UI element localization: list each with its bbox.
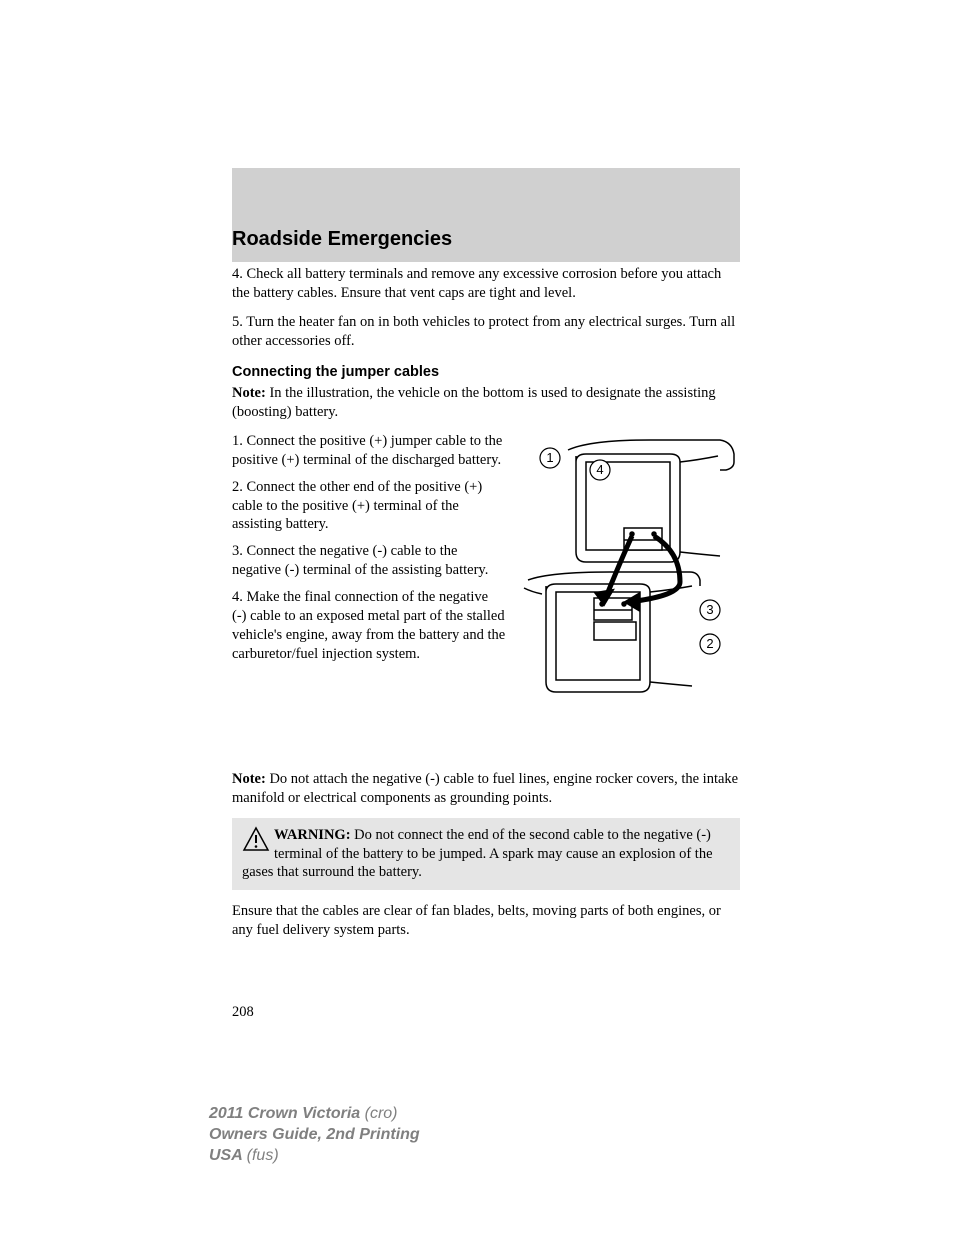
step-3: 3. Connect the negative (-) cable to the…	[232, 542, 506, 580]
page-number: 208	[232, 1004, 740, 1021]
step-4: 4. Make the final connection of the nega…	[232, 588, 506, 663]
para-step4-terminals: 4. Check all battery terminals and remov…	[232, 265, 740, 303]
note-illustration: Note: In the illustration, the vehicle o…	[232, 384, 740, 422]
note-text: In the illustration, the vehicle on the …	[232, 385, 716, 420]
note-label-2: Note:	[232, 771, 266, 787]
svg-text:4: 4	[596, 462, 603, 477]
footer-code-2: (fus)	[247, 1147, 279, 1164]
section-title: Roadside Emergencies	[232, 228, 740, 251]
footer-line-1: 2011 Crown Victoria (cro)	[209, 1104, 420, 1125]
closing-para: Ensure that the cables are clear of fan …	[232, 902, 740, 940]
para-step5-heater: 5. Turn the heater fan on in both vehicl…	[232, 313, 740, 351]
note-text-2: Do not attach the negative (-) cable to …	[232, 771, 738, 806]
note-grounding: Note: Do not attach the negative (-) cab…	[232, 770, 740, 808]
warning-box: WARNING: Do not connect the end of the s…	[232, 818, 740, 891]
footer-line-2: Owners Guide, 2nd Printing	[209, 1125, 420, 1146]
subheading-connecting: Connecting the jumper cables	[232, 364, 740, 380]
step-1: 1. Connect the positive (+) jumper cable…	[232, 432, 506, 470]
footer-model: 2011 Crown Victoria	[209, 1105, 365, 1122]
svg-text:2: 2	[706, 636, 713, 651]
svg-text:3: 3	[706, 602, 713, 617]
jumper-cable-diagram: 1 4 3 2	[520, 432, 740, 710]
note-label: Note:	[232, 385, 266, 401]
footer-code-1: (cro)	[365, 1105, 398, 1122]
page-content: Roadside Emergencies 4. Check all batter…	[232, 228, 740, 1021]
footer: 2011 Crown Victoria (cro) Owners Guide, …	[209, 1104, 420, 1166]
steps-column: 1. Connect the positive (+) jumper cable…	[232, 432, 506, 710]
steps-and-figure: 1. Connect the positive (+) jumper cable…	[232, 432, 740, 710]
footer-line-3: USA (fus)	[209, 1146, 420, 1167]
warning-label: WARNING:	[274, 827, 351, 843]
step-2: 2. Connect the other end of the positive…	[232, 478, 506, 535]
svg-text:1: 1	[546, 450, 553, 465]
footer-region: USA	[209, 1147, 247, 1164]
warning-triangle-icon	[242, 826, 270, 852]
diagram-svg: 1 4 3 2	[520, 432, 740, 710]
